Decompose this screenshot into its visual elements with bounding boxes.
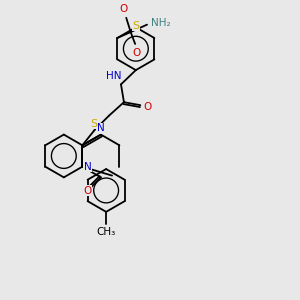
Text: S: S (91, 119, 98, 129)
Text: NH₂: NH₂ (151, 18, 170, 28)
Text: CH₃: CH₃ (97, 227, 116, 237)
Text: HN: HN (106, 71, 121, 81)
Text: O: O (144, 102, 152, 112)
Text: N: N (84, 162, 92, 172)
Text: N: N (97, 123, 105, 133)
Text: O: O (133, 47, 141, 58)
Text: O: O (83, 186, 92, 196)
Text: O: O (119, 4, 128, 14)
Text: S: S (132, 21, 139, 31)
